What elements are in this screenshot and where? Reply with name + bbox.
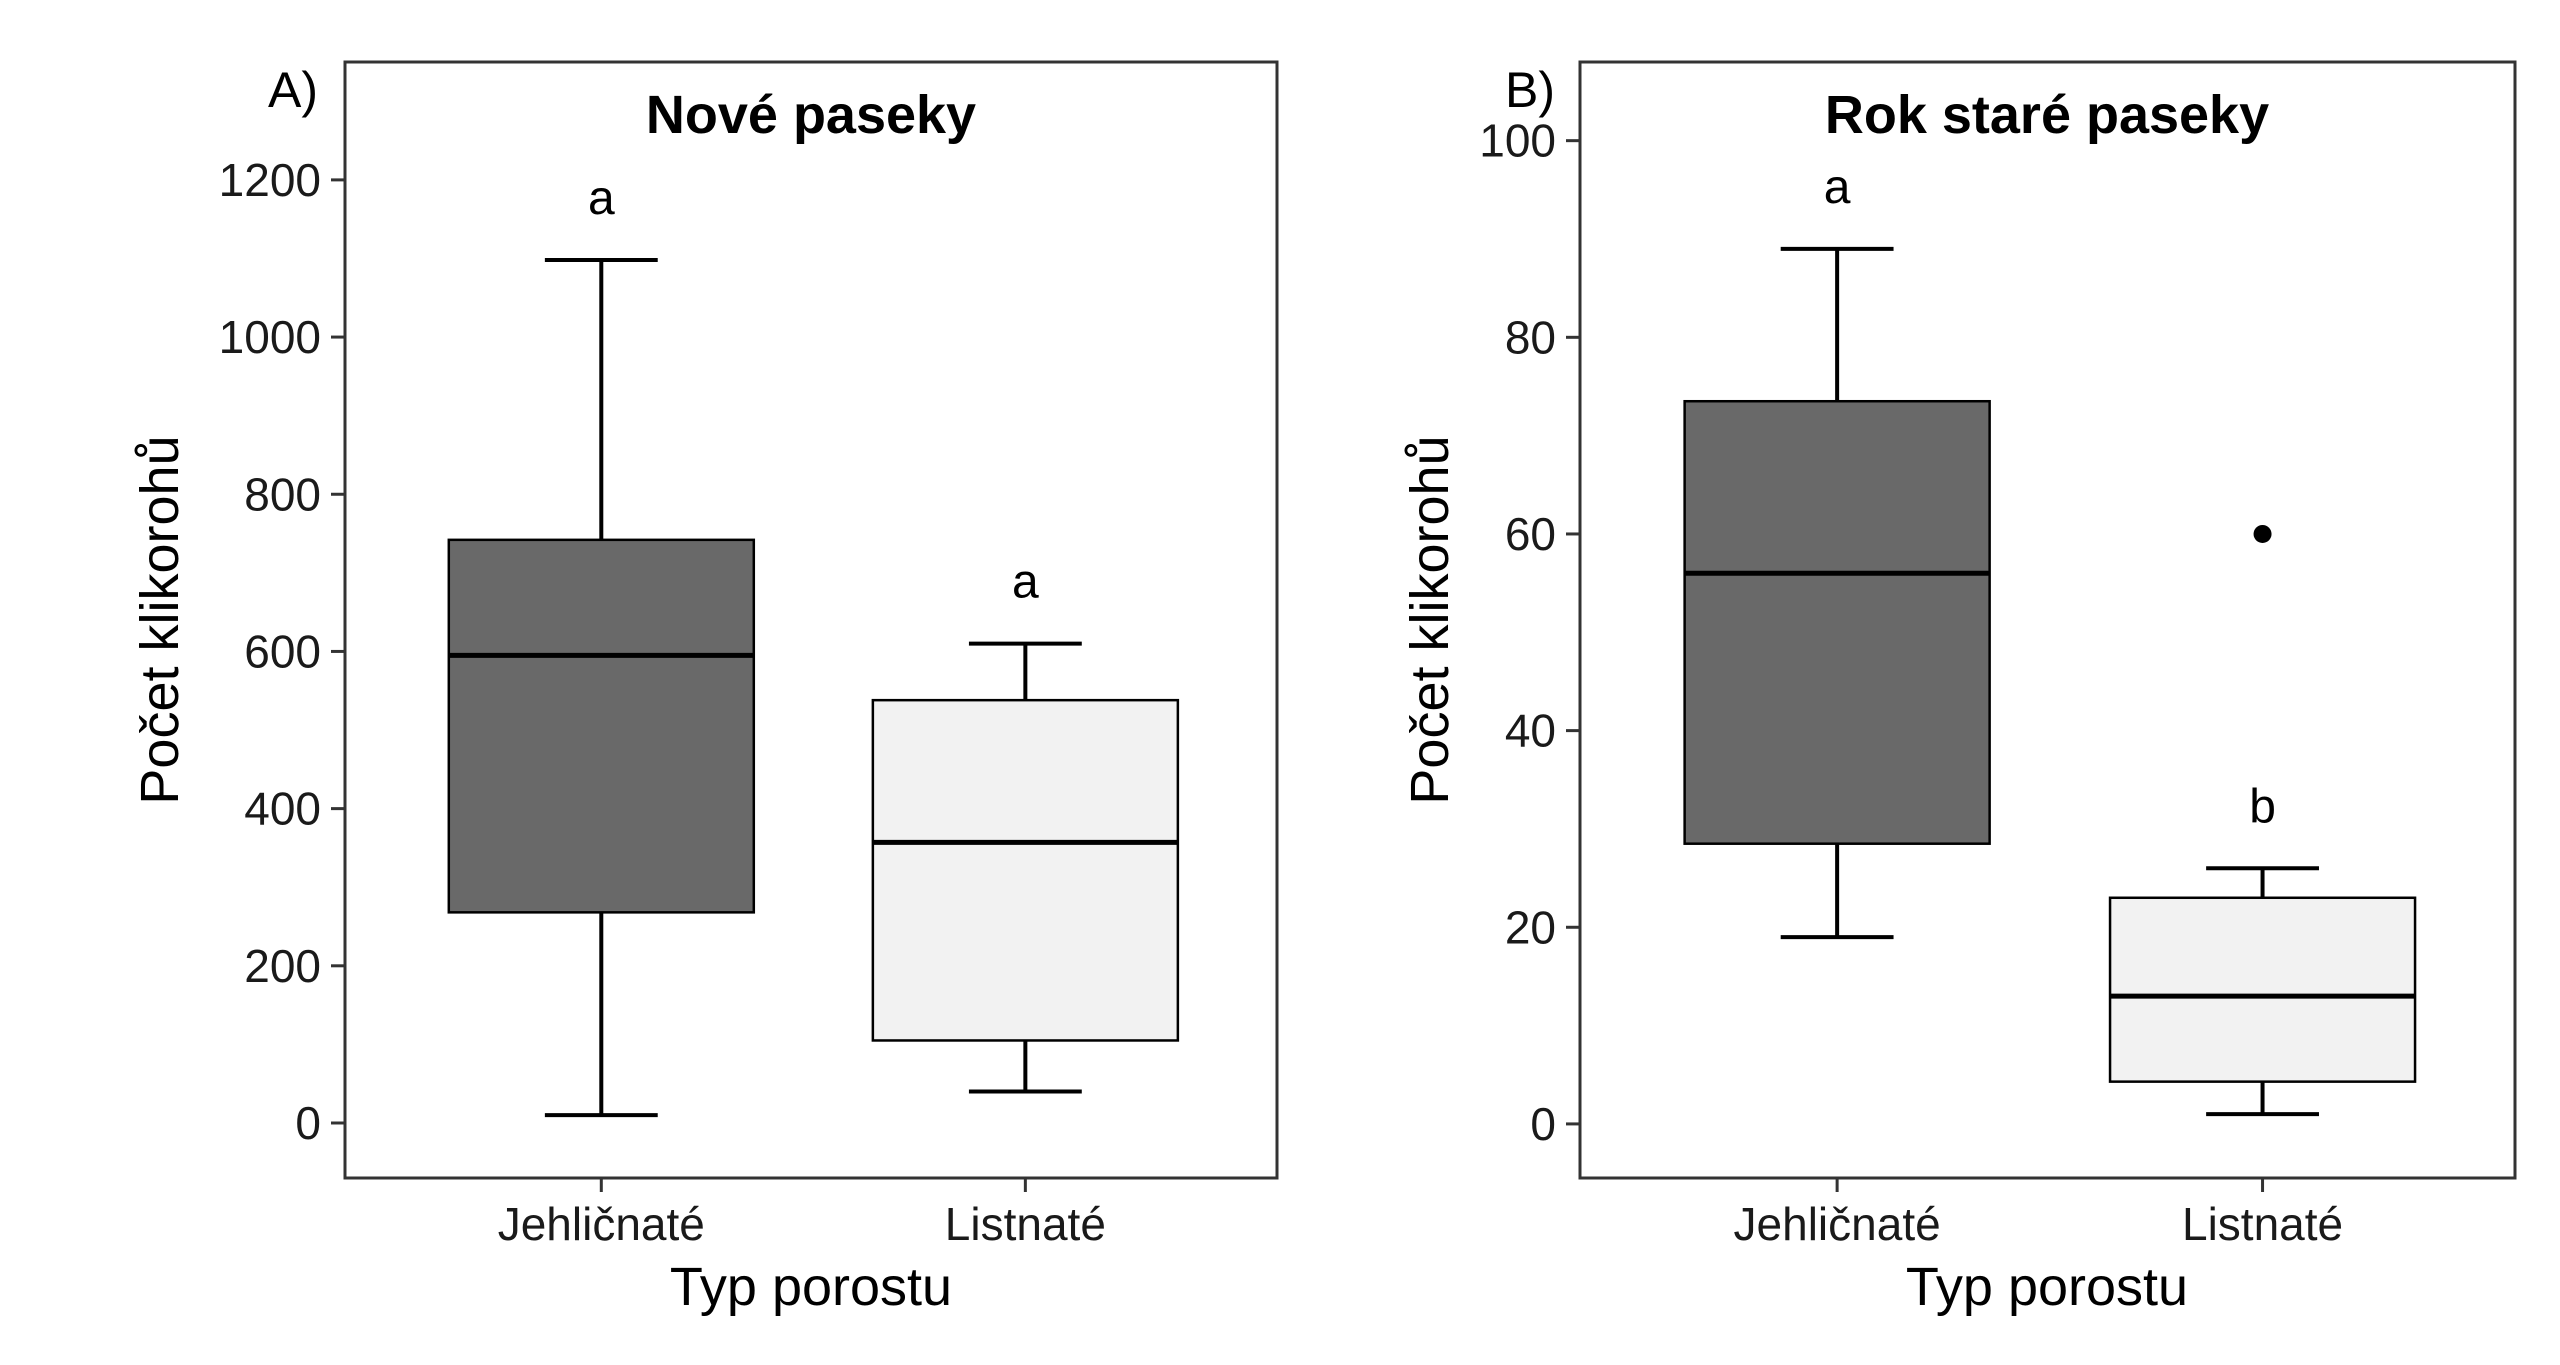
box-iqr: [2108, 896, 2417, 1083]
panel-a-y-tick-label: 200: [244, 940, 321, 992]
panel-a-y-tick-label: 1200: [219, 154, 321, 206]
panel-b-x-tick-label: Jehličnaté: [1734, 1198, 1941, 1250]
significance-letter: a: [588, 172, 615, 225]
panel-b-x-tick-label: Listnaté: [2182, 1198, 2343, 1250]
panel-b: B) Rok staré paseky Počet klikorohů Typ …: [1400, 60, 2517, 1317]
panel-a-frame: [343, 60, 1279, 1180]
panel-b-box-1: a: [1683, 161, 1991, 940]
significance-letter: a: [1012, 556, 1039, 609]
panel-a-letter: A): [268, 62, 318, 118]
panel-a-box-2: a: [871, 556, 1180, 1094]
panel-b-y-ticks: 0 20 40 60 80 100: [1479, 115, 1580, 1150]
panel-b-y-tick-label: 20: [1505, 901, 1556, 953]
panel-a-x-tick-label: Jehličnaté: [498, 1198, 705, 1250]
panel-b-boxes: ab: [1683, 161, 2417, 1117]
panel-a-boxes: aa: [447, 172, 1180, 1118]
significance-letter: b: [2249, 780, 2276, 833]
panel-b-x-ticks: Jehličnaté Listnaté: [1734, 1178, 2343, 1250]
panel-b-frame: [1578, 60, 2517, 1180]
panel-a-y-tick-label: 800: [244, 468, 321, 520]
panel-a-y-ticks: 0 200 400 600 800 1000 1200: [219, 154, 345, 1149]
panel-a-title: Nové paseky: [646, 85, 976, 145]
significance-letter: a: [1824, 161, 1851, 214]
panel-a-x-ticks: Jehličnaté Listnaté: [498, 1178, 1106, 1250]
box-iqr: [871, 698, 1180, 1042]
panel-b-letter: B): [1505, 62, 1555, 118]
panel-a-y-tick-label: 600: [244, 625, 321, 677]
panel-b-y-tick-label: 100: [1479, 115, 1556, 167]
outlier-point: [2253, 524, 2272, 543]
panel-a-x-axis-title: Typ porostu: [670, 1257, 952, 1317]
panel-b-y-axis-title: Počet klikorohů: [1400, 435, 1460, 804]
panel-a-y-tick-label: 400: [244, 783, 321, 835]
panel-b-y-tick-label: 60: [1505, 508, 1556, 560]
panel-a-y-axis-title: Počet klikorohů: [130, 435, 190, 804]
panel-b-y-tick-label: 80: [1505, 311, 1556, 363]
panel-a-x-tick-label: Listnaté: [945, 1198, 1106, 1250]
panel-a-y-tick-label: 1000: [219, 311, 321, 363]
panel-b-y-tick-label: 0: [1530, 1098, 1556, 1150]
panel-b-x-axis-title: Typ porostu: [1906, 1257, 2188, 1317]
panel-b-title: Rok staré paseky: [1825, 85, 2269, 145]
box-iqr: [1683, 399, 1991, 845]
panel-a-box-1: a: [447, 172, 756, 1118]
panel-b-y-tick-label: 40: [1505, 705, 1556, 757]
box-iqr: [447, 538, 756, 914]
panel-a-y-tick-label: 0: [295, 1097, 321, 1149]
panel-b-box-2: b: [2108, 524, 2417, 1117]
panel-a: A) Nové paseky Počet klikorohů Typ poros…: [130, 60, 1279, 1317]
